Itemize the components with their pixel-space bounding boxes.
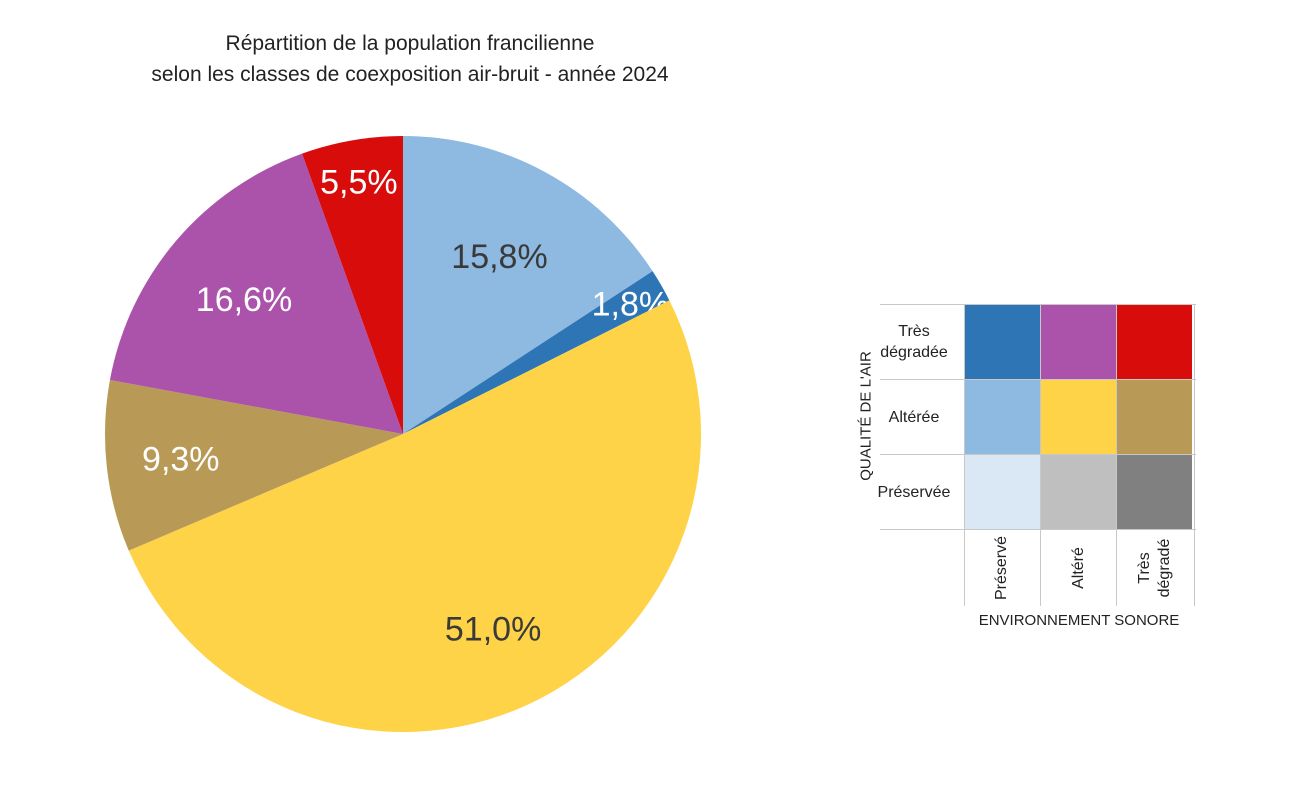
pie-slice [403, 136, 653, 434]
legend-cell-very-degraded-altered [1040, 304, 1116, 379]
legend-gridline [1040, 304, 1041, 606]
pie-slice [109, 153, 404, 434]
pie-slice-label: 51,0% [445, 611, 541, 649]
legend-row-label-very-degraded: Très dégradée [880, 323, 948, 361]
legend-cell-altered-very-degraded [1116, 379, 1192, 454]
legend-cell-preserved-preserved [964, 454, 1040, 529]
legend-cell-altered-altered [1040, 379, 1116, 454]
legend-gridline [1194, 304, 1195, 606]
pie-slice [302, 136, 403, 434]
legend-cell-very-degraded-preserved [964, 304, 1040, 379]
legend-gridline [880, 304, 1196, 305]
legend-cell-preserved-altered [1040, 454, 1116, 529]
legend-col-label-very-degraded: Très dégradé [1135, 538, 1173, 597]
legend-gridline [880, 379, 1196, 380]
pie-slice [403, 271, 670, 434]
legend-col-label-altered: Altéré [1069, 546, 1087, 589]
legend-gridline [964, 304, 965, 606]
legend-row-label-preserved: Préservée [877, 484, 951, 501]
legend-cell-preserved-very-degraded [1116, 454, 1192, 529]
legend-x-axis-label: ENVIRONNEMENT SONORE [978, 612, 1180, 629]
pie-slice-label: 5,5% [320, 164, 398, 202]
pie-slice-label: 16,6% [196, 281, 292, 319]
legend-col-label-preserved: Préservé [993, 535, 1011, 600]
chart-title-line1: Répartition de la population francilienn… [225, 32, 595, 55]
pie-slice-label: 9,3% [142, 441, 220, 479]
chart-title-line2: selon les classes de coexposition air-br… [151, 63, 669, 86]
legend-cell-altered-preserved [964, 379, 1040, 454]
pie-chart: 15,8%1,8%51,0%9,3%16,6%5,5% [104, 136, 702, 733]
pie-slice-label: 15,8% [451, 238, 547, 276]
legend-gridline [880, 529, 1196, 530]
legend-gridline [880, 454, 1196, 455]
legend-row-label-altered: Altérée [888, 409, 940, 426]
pie-slice [128, 300, 702, 733]
legend-y-axis-label: QUALITÉ DE L'AIR [857, 351, 875, 481]
legend-gridline [1116, 304, 1117, 606]
pie-slice [104, 380, 404, 551]
chart-title: Répartition de la population francilienn… [60, 28, 760, 90]
legend-cell-very-degraded-very-degraded [1116, 304, 1192, 379]
